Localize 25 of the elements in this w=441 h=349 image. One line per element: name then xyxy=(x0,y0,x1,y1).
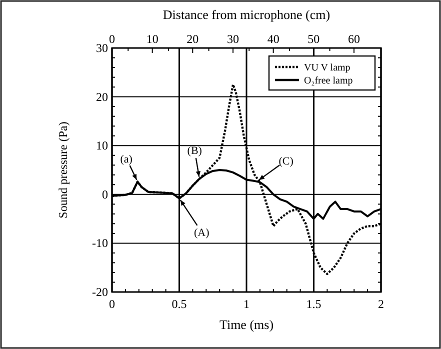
x2-tick-label: 60 xyxy=(348,32,360,46)
y-tick-label: 0 xyxy=(102,187,108,202)
annotation: (B) xyxy=(187,145,202,158)
x2-tick-label: 50 xyxy=(308,32,320,46)
y-tick-label: -20 xyxy=(92,285,108,299)
y-axis-title: Sound pressure (Pa) xyxy=(56,122,70,218)
annotation: (C) xyxy=(278,155,294,168)
y-tick-label: -10 xyxy=(92,236,108,250)
y-tick-label: 20 xyxy=(96,90,108,104)
x-tick-label: 1 xyxy=(244,297,250,311)
x-axis-title: Time (ms) xyxy=(219,317,274,332)
legend-label: O₂free lamp xyxy=(304,76,353,86)
annotation: (a) xyxy=(120,153,133,166)
y-tick-label: 30 xyxy=(96,41,108,55)
x2-tick-label: 20 xyxy=(186,32,199,46)
annotation: (A) xyxy=(194,227,210,240)
x2-axis-title: Distance from microphone (cm) xyxy=(162,7,330,22)
x2-tick-label: 10 xyxy=(146,32,158,46)
x-tick-label: 0.5 xyxy=(172,297,187,311)
x-tick-label: 2 xyxy=(378,297,384,311)
legend-label: VU V lamp xyxy=(304,62,350,74)
x-tick-label: 1.5 xyxy=(306,297,322,311)
x2-tick-label: 40 xyxy=(267,32,280,46)
y-tick-label: 10 xyxy=(96,138,108,153)
x2-tick-label: 30 xyxy=(226,32,239,46)
